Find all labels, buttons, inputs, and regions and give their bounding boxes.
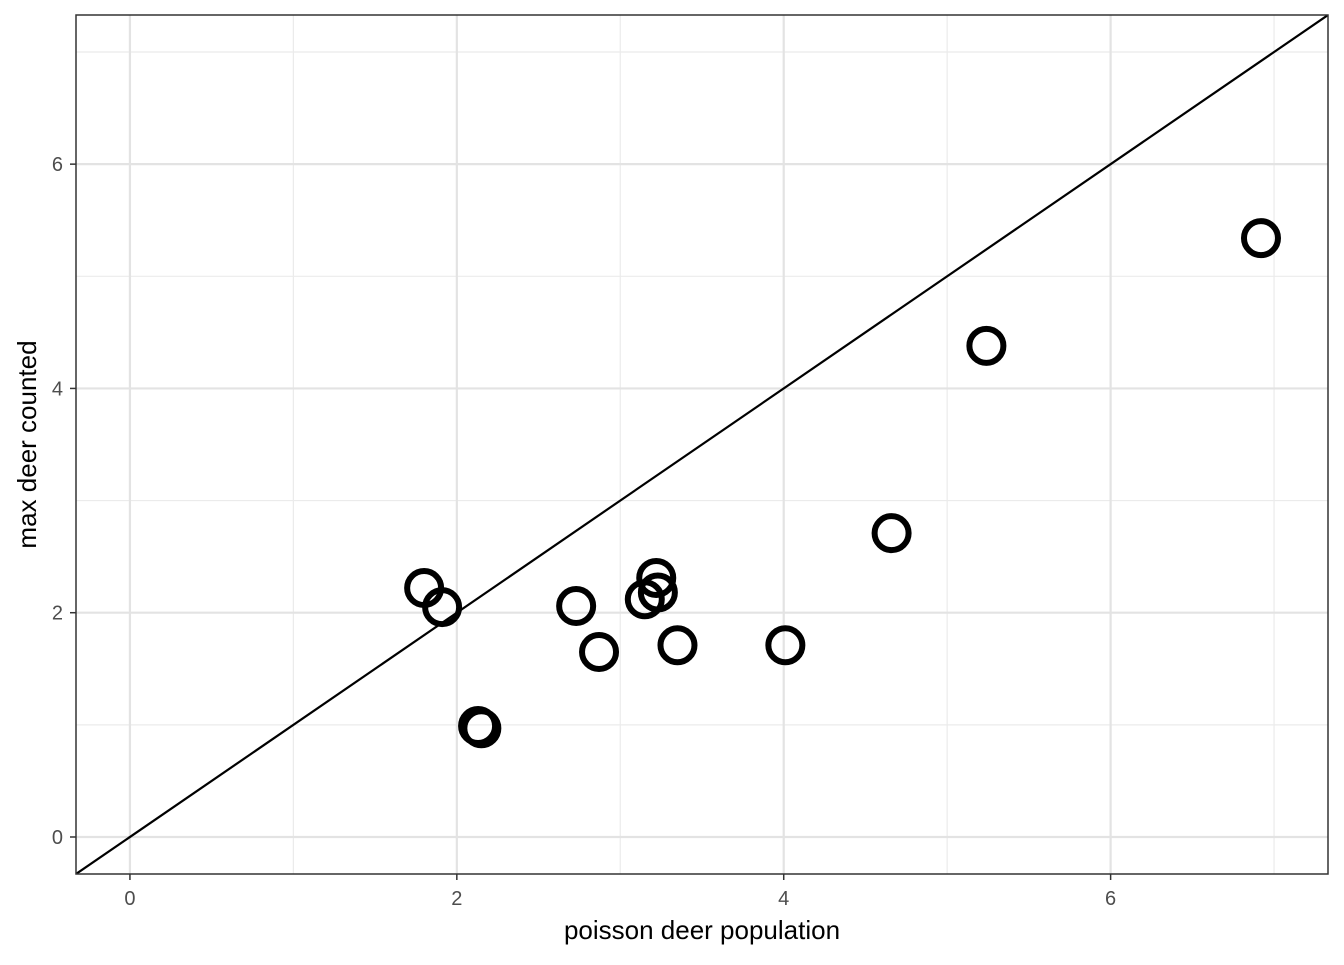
y-tick-label: 2 (52, 603, 63, 625)
data-point (1240, 218, 1281, 259)
x-tick-label: 6 (1105, 888, 1116, 910)
y-tick-label: 0 (52, 827, 63, 849)
x-axis-title: poisson deer population (564, 915, 840, 945)
data-point (871, 513, 912, 554)
x-tick-label: 4 (778, 888, 789, 910)
y-axis-title: max deer counted (12, 340, 42, 548)
panel-border-layer (75, 14, 1329, 875)
data-point (636, 557, 677, 598)
minor-gridlines (76, 15, 1328, 874)
panel-border (75, 14, 1329, 875)
data-point (579, 631, 620, 672)
y-axis-ticks: 0 2 4 6 (52, 154, 76, 849)
x-tick-label: 2 (451, 888, 462, 910)
major-gridlines (76, 15, 1328, 874)
data-points (404, 218, 1281, 749)
data-point (637, 572, 678, 613)
data-point (966, 325, 1007, 366)
x-axis-ticks: 0 2 4 6 (124, 874, 1116, 910)
y-tick-label: 4 (52, 378, 63, 400)
identity-line (76, 15, 1328, 874)
data-point (461, 708, 502, 749)
data-point (422, 587, 463, 628)
y-tick-label: 6 (52, 154, 63, 176)
data-point (765, 625, 806, 666)
data-point (657, 625, 698, 666)
x-tick-label: 0 (124, 888, 135, 910)
data-point (556, 585, 597, 626)
identity-line-layer (76, 15, 1328, 874)
